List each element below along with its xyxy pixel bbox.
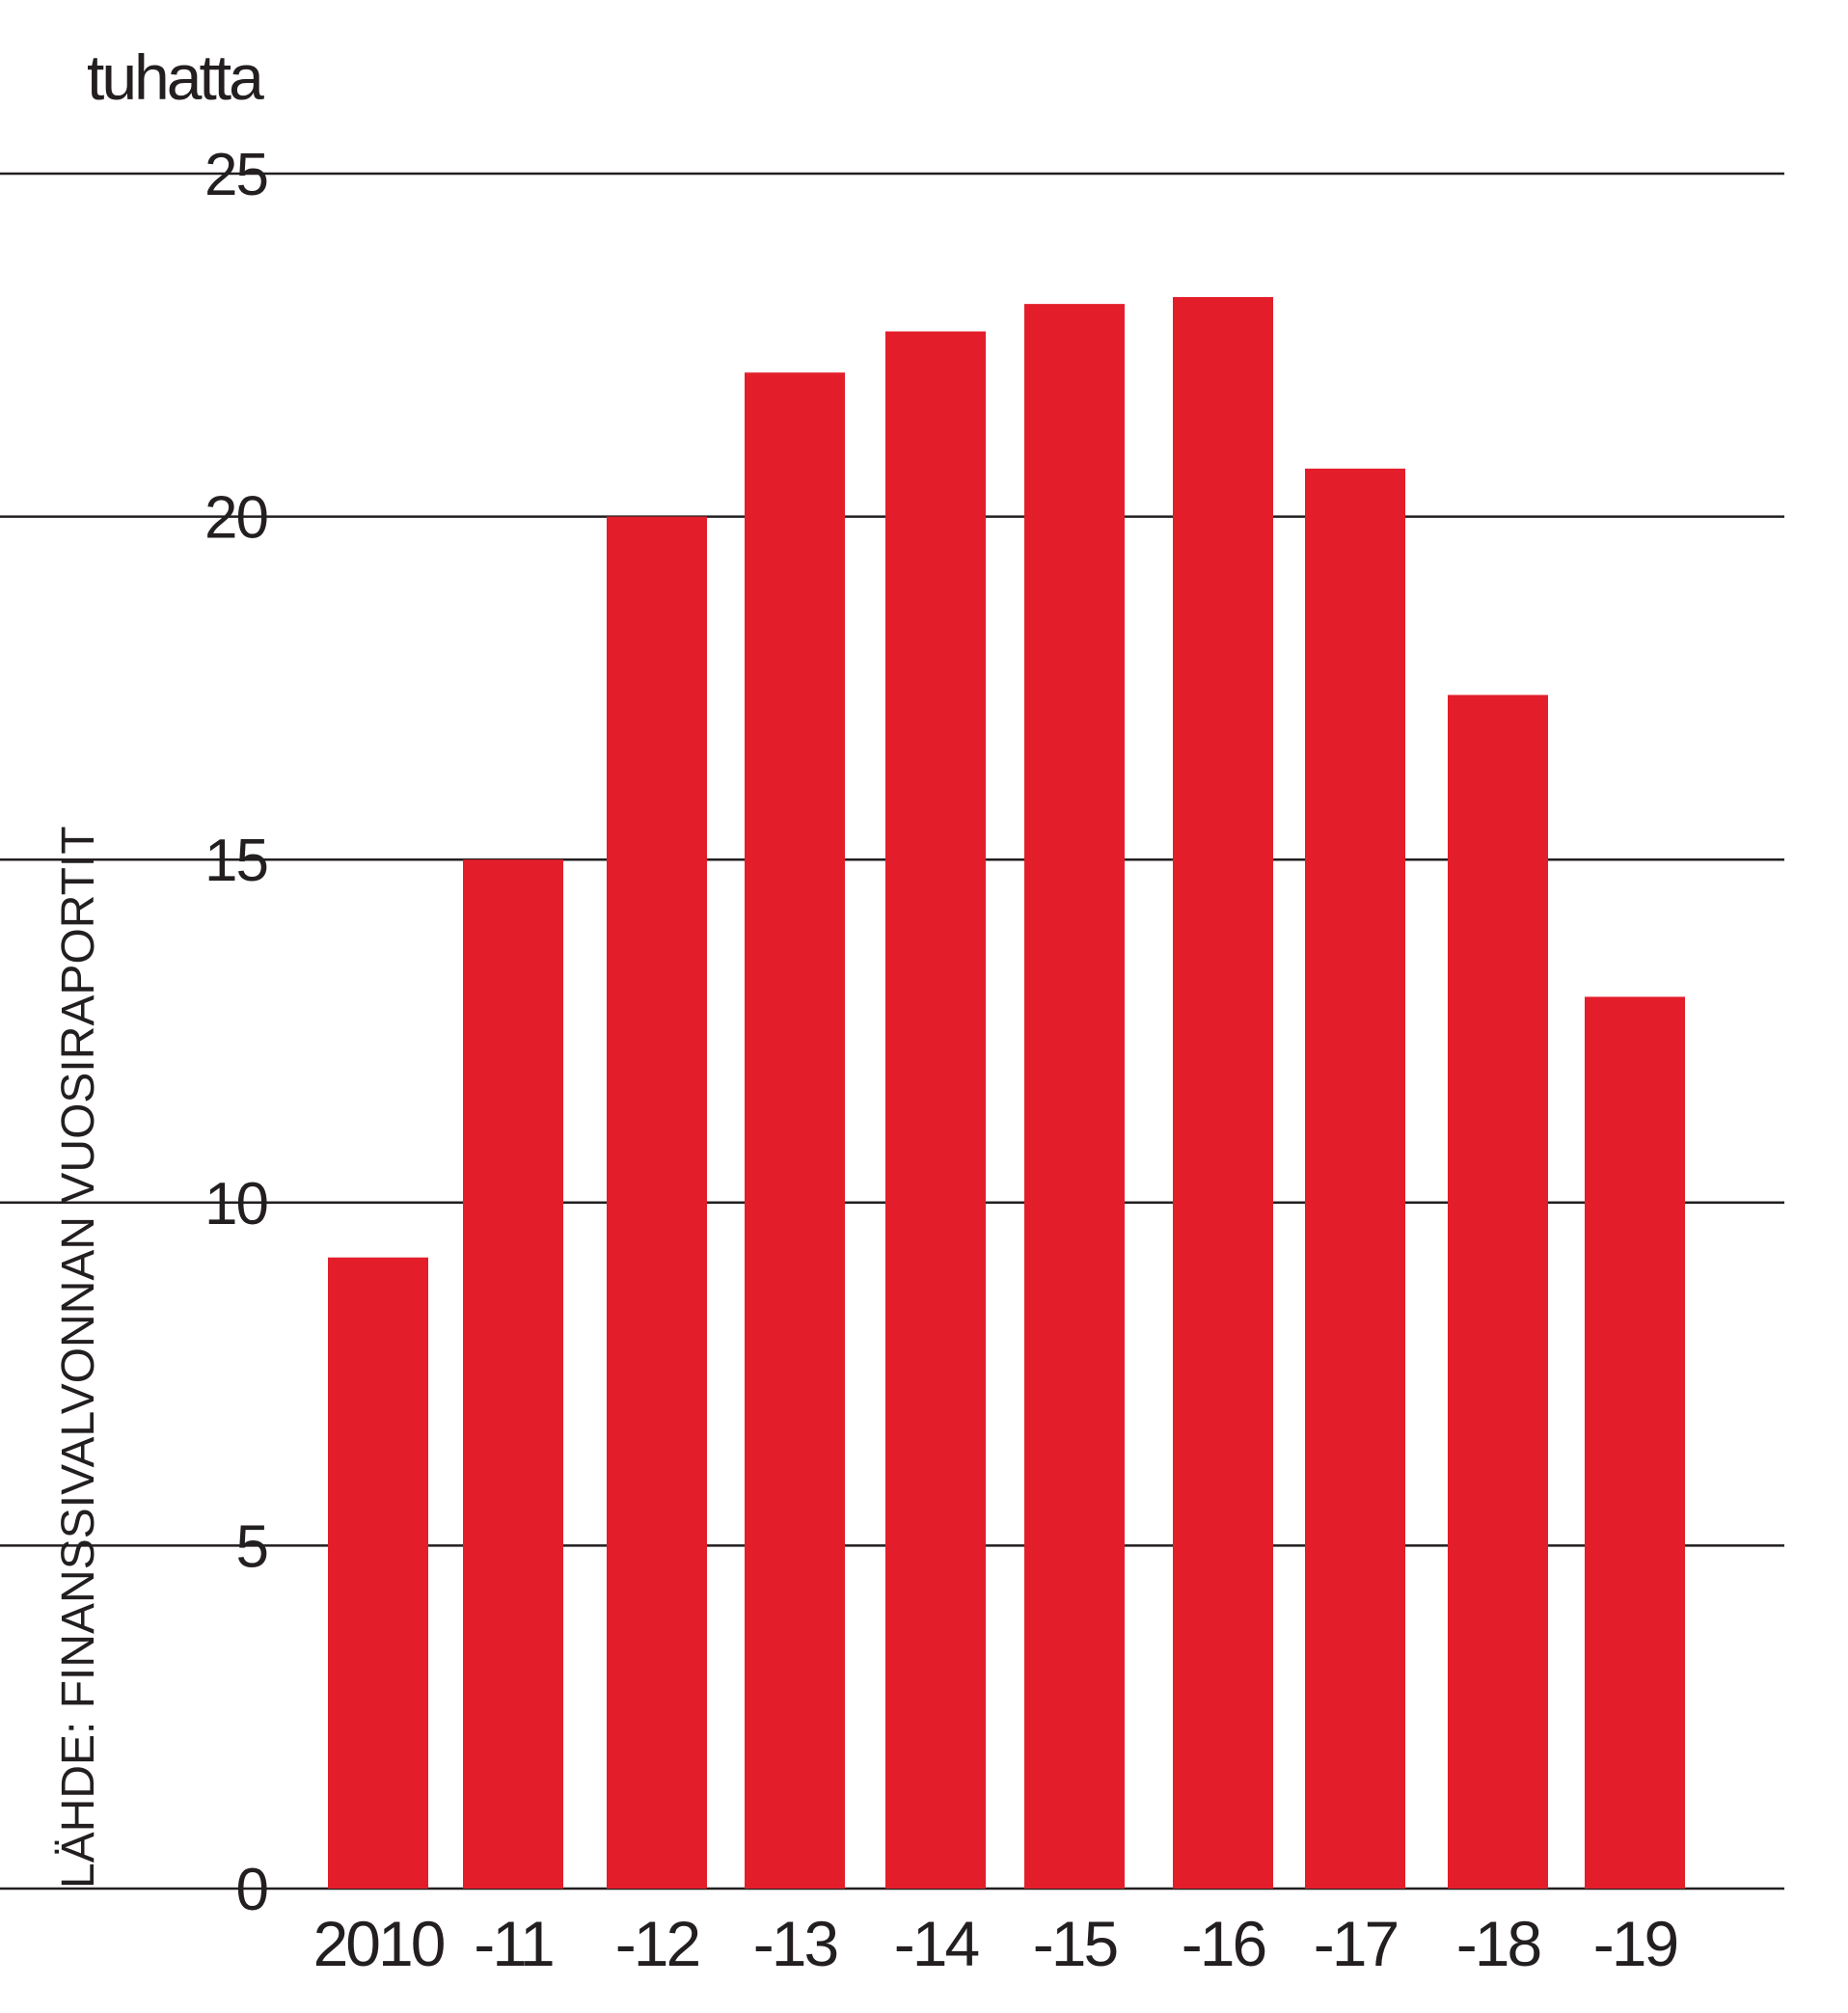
bars — [328, 297, 1685, 1890]
x-category-label: -18 — [1456, 1908, 1540, 1979]
bar--16 — [1173, 297, 1273, 1889]
x-category-label: -11 — [474, 1908, 553, 1979]
bar--12 — [607, 516, 707, 1889]
x-axis-labels: 2010 -11 -12 -13 -14 -15 -16 -17 -18 -19 — [313, 1908, 1680, 1979]
bar--17 — [1305, 468, 1405, 1889]
x-category-label: -15 — [1033, 1908, 1117, 1979]
y-axis-ticks: 0 5 10 15 20 25 — [204, 142, 269, 1923]
source-credit: LÄHDE: FINANSSIVALVONNAN VUOSIRAPORTIT — [53, 826, 104, 1889]
x-category-label: -16 — [1182, 1908, 1265, 1979]
bar--15 — [1024, 304, 1125, 1890]
y-tick-label: 0 — [236, 1857, 268, 1923]
y-tick-label: 5 — [236, 1513, 267, 1580]
y-tick-label: 25 — [204, 142, 267, 208]
x-category-label: -12 — [615, 1908, 699, 1979]
bar--13 — [745, 372, 845, 1889]
x-category-label: 2010 — [313, 1908, 445, 1979]
x-category-label: -17 — [1314, 1908, 1398, 1979]
x-category-label: -19 — [1593, 1908, 1677, 1979]
y-tick-label: 15 — [204, 828, 267, 894]
y-axis-unit-label: tuhatta — [87, 41, 264, 113]
x-category-label: -14 — [894, 1908, 979, 1979]
bar--18 — [1448, 694, 1548, 1890]
bar--19 — [1585, 996, 1685, 1889]
bar-2010 — [328, 1257, 428, 1889]
x-category-label: -13 — [753, 1908, 837, 1979]
y-tick-label: 20 — [204, 485, 267, 552]
bar--11 — [463, 859, 563, 1890]
y-tick-label: 10 — [204, 1171, 267, 1238]
bar--14 — [885, 331, 986, 1890]
